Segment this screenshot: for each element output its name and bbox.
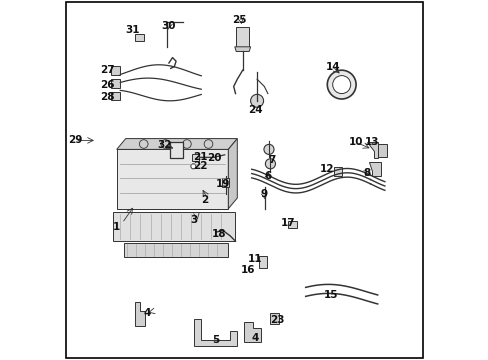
Polygon shape (110, 66, 120, 75)
Text: 25: 25 (231, 15, 246, 25)
Text: 2: 2 (201, 195, 208, 205)
Circle shape (161, 140, 169, 148)
Polygon shape (366, 142, 377, 158)
Text: 12: 12 (319, 164, 334, 174)
Polygon shape (110, 79, 120, 88)
Text: 15: 15 (323, 290, 338, 300)
Text: 7: 7 (267, 155, 275, 165)
Text: 5: 5 (212, 335, 219, 345)
Circle shape (190, 164, 196, 169)
Polygon shape (368, 162, 381, 176)
Text: 28: 28 (100, 92, 114, 102)
Polygon shape (123, 243, 228, 257)
Polygon shape (117, 139, 237, 149)
Polygon shape (287, 221, 296, 228)
Circle shape (332, 76, 350, 94)
Polygon shape (192, 154, 199, 161)
Text: 29: 29 (68, 135, 82, 145)
Polygon shape (228, 139, 237, 209)
Text: 17: 17 (280, 218, 294, 228)
Text: 11: 11 (247, 254, 262, 264)
Polygon shape (134, 302, 145, 326)
Polygon shape (333, 167, 341, 176)
Polygon shape (113, 212, 235, 241)
Circle shape (264, 144, 273, 154)
Text: 10: 10 (348, 137, 363, 147)
Circle shape (139, 140, 148, 148)
Polygon shape (236, 27, 249, 47)
Text: 6: 6 (264, 171, 271, 181)
Circle shape (326, 70, 355, 99)
Text: 20: 20 (206, 153, 221, 163)
Text: 19: 19 (215, 179, 230, 189)
Text: 9: 9 (260, 189, 267, 199)
Circle shape (265, 159, 275, 169)
Text: 23: 23 (269, 315, 284, 325)
Text: 1: 1 (113, 222, 120, 232)
Polygon shape (222, 178, 229, 187)
Circle shape (182, 140, 191, 148)
Text: 4: 4 (251, 333, 259, 343)
Polygon shape (169, 142, 183, 158)
Text: 26: 26 (100, 80, 114, 90)
Polygon shape (258, 256, 266, 268)
Text: 32: 32 (157, 140, 171, 150)
Polygon shape (117, 149, 228, 209)
Text: 4: 4 (143, 308, 151, 318)
Text: 18: 18 (212, 229, 226, 239)
Text: 3: 3 (190, 215, 197, 225)
Text: 8: 8 (363, 168, 370, 178)
Text: 24: 24 (247, 105, 262, 115)
Text: 16: 16 (241, 265, 255, 275)
Text: 14: 14 (325, 62, 339, 72)
Polygon shape (134, 34, 143, 41)
Text: 30: 30 (162, 21, 176, 31)
Polygon shape (244, 322, 260, 342)
Text: 22: 22 (193, 161, 207, 171)
Text: 21: 21 (193, 152, 207, 162)
Polygon shape (234, 47, 250, 51)
Polygon shape (377, 144, 386, 157)
Text: 31: 31 (125, 24, 140, 35)
Text: 27: 27 (100, 65, 114, 75)
Polygon shape (270, 313, 278, 324)
Circle shape (204, 140, 212, 148)
Circle shape (250, 94, 263, 107)
Text: 13: 13 (365, 137, 379, 147)
Polygon shape (110, 92, 120, 100)
Polygon shape (194, 319, 237, 346)
